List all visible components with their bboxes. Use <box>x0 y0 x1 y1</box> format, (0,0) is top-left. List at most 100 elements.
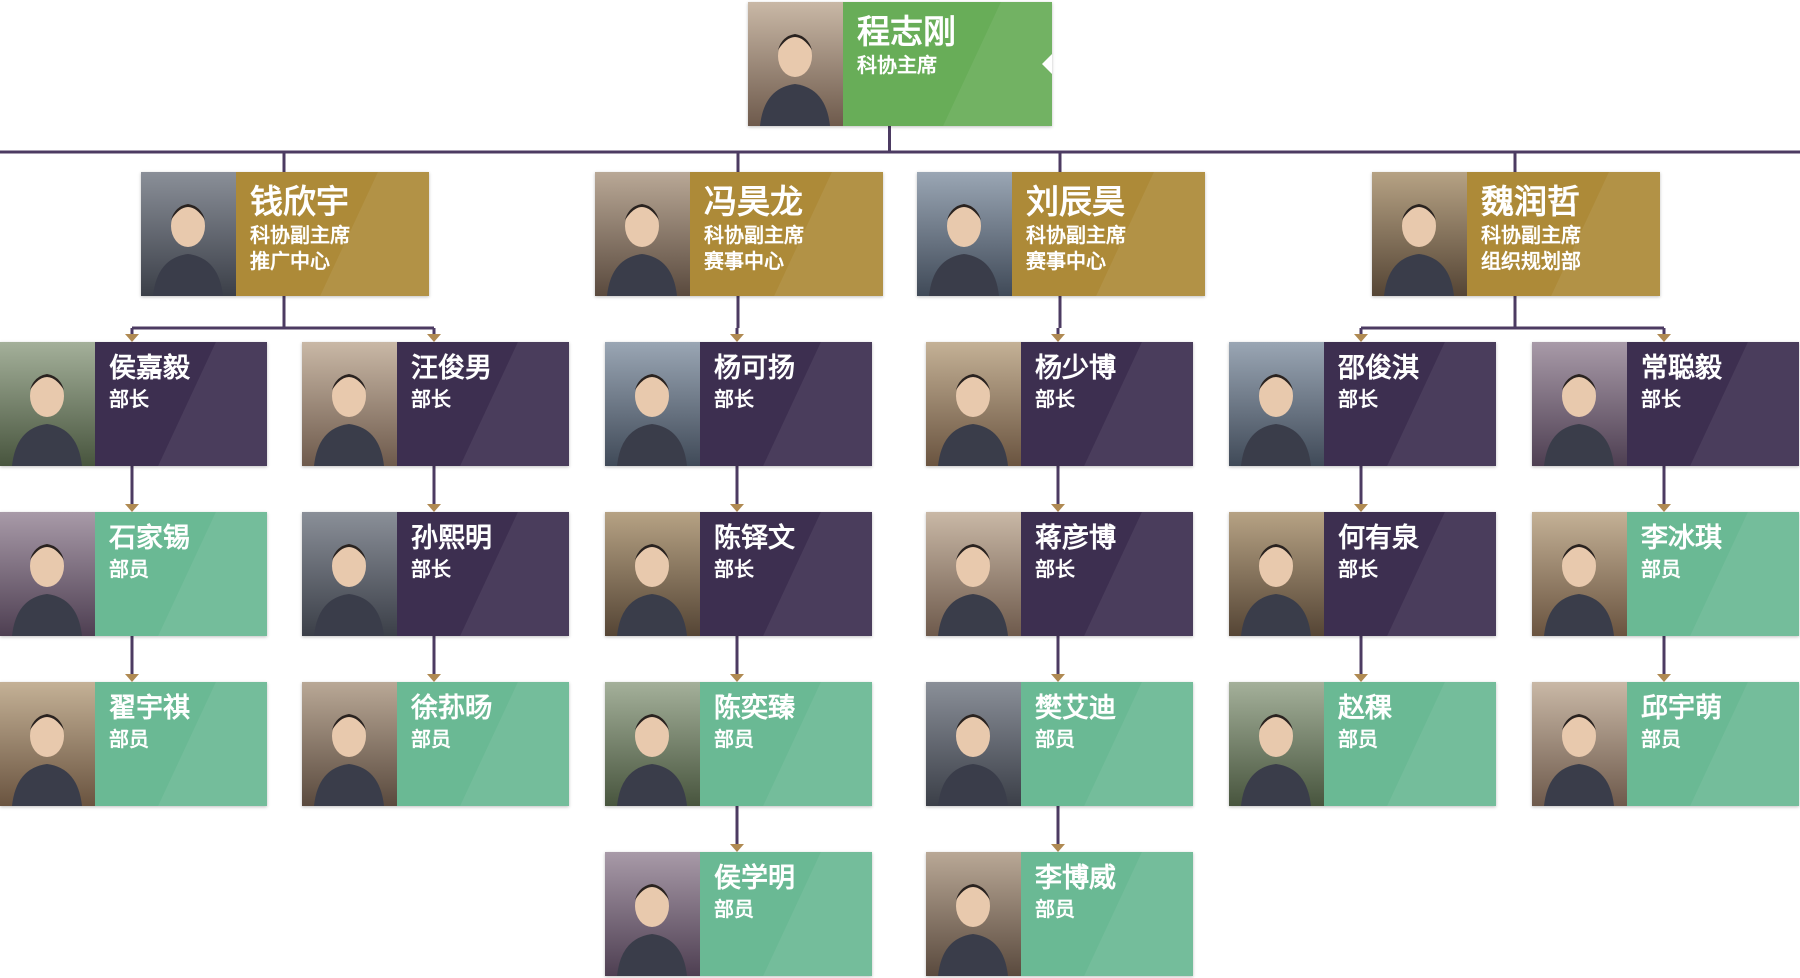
person-name: 樊艾迪 <box>1035 693 1116 724</box>
card-info: 陈奕臻 部员 <box>700 682 872 806</box>
arrow-down-icon <box>730 844 744 852</box>
person-photo <box>0 342 95 466</box>
person-role: 部长 <box>109 387 149 411</box>
arrow-down-icon <box>730 504 744 512</box>
department-member-card: 侯学明 部员 <box>605 852 872 976</box>
person-photo <box>1229 682 1324 806</box>
person-role: 部员 <box>1035 727 1075 751</box>
person-role: 部员 <box>1641 727 1681 751</box>
card-info: 魏润哲 科协副主席 组织规划部 <box>1467 172 1660 296</box>
department-head-card: 蒋彦博 部长 <box>926 512 1193 636</box>
person-role: 部员 <box>109 727 149 751</box>
person-name: 徐荪旸 <box>411 693 492 724</box>
person-name: 邱宇萌 <box>1641 693 1722 724</box>
person-name: 邵俊淇 <box>1338 353 1419 384</box>
department-member-card: 徐荪旸 部员 <box>302 682 569 806</box>
person-name: 汪俊男 <box>411 353 492 384</box>
vice-president-card: 冯昊龙 科协副主席 赛事中心 <box>595 172 883 296</box>
person-role: 部员 <box>714 897 754 921</box>
arrow-down-icon <box>1657 334 1671 342</box>
person-role: 部长 <box>1338 557 1378 581</box>
arrow-down-icon <box>125 504 139 512</box>
card-info: 冯昊龙 科协副主席 赛事中心 <box>690 172 883 296</box>
arrow-down-icon <box>1354 504 1368 512</box>
card-info: 邱宇萌 部员 <box>1627 682 1799 806</box>
person-role: 部长 <box>411 387 451 411</box>
arrow-down-icon <box>125 334 139 342</box>
person-role: 部员 <box>109 557 149 581</box>
person-name: 常聪毅 <box>1641 353 1722 384</box>
department-member-card: 樊艾迪 部员 <box>926 682 1193 806</box>
person-role: 科协副主席 <box>250 223 350 247</box>
person-photo <box>926 512 1021 636</box>
person-role: 部长 <box>1035 557 1075 581</box>
person-photo <box>1532 682 1627 806</box>
person-name: 何有泉 <box>1338 523 1419 554</box>
person-role: 部长 <box>411 557 451 581</box>
person-role: 部员 <box>714 727 754 751</box>
person-role: 部员 <box>1035 897 1075 921</box>
arrow-down-icon <box>1354 674 1368 682</box>
person-name: 侯学明 <box>714 863 795 894</box>
department-member-card: 石家锡 部员 <box>0 512 267 636</box>
person-name: 冯昊龙 <box>704 182 803 221</box>
arrow-down-icon <box>1051 674 1065 682</box>
card-info: 樊艾迪 部员 <box>1021 682 1193 806</box>
arrow-down-icon <box>125 674 139 682</box>
person-name: 石家锡 <box>109 523 190 554</box>
card-info: 何有泉 部长 <box>1324 512 1496 636</box>
card-info: 汪俊男 部长 <box>397 342 569 466</box>
person-photo <box>302 342 397 466</box>
person-name: 杨可扬 <box>714 353 795 384</box>
person-photo <box>0 682 95 806</box>
card-info: 侯嘉毅 部长 <box>95 342 267 466</box>
person-role: 部员 <box>411 727 451 751</box>
arrow-down-icon <box>1051 844 1065 852</box>
person-photo <box>1229 512 1324 636</box>
person-role: 科协副主席 <box>1481 223 1581 247</box>
person-name: 李博威 <box>1035 863 1116 894</box>
person-role: 部长 <box>1338 387 1378 411</box>
department-member-card: 陈奕臻 部员 <box>605 682 872 806</box>
person-name: 翟宇祺 <box>109 693 190 724</box>
arrow-down-icon <box>427 504 441 512</box>
person-photo <box>926 342 1021 466</box>
person-name: 杨少博 <box>1035 353 1116 384</box>
department-member-card: 翟宇祺 部员 <box>0 682 267 806</box>
person-name: 程志刚 <box>857 12 956 51</box>
card-info: 李冰琪 部员 <box>1627 512 1799 636</box>
arrow-down-icon <box>730 674 744 682</box>
vice-president-card: 魏润哲 科协副主席 组织规划部 <box>1372 172 1660 296</box>
person-photo <box>1532 342 1627 466</box>
arrow-down-icon <box>1051 334 1065 342</box>
person-photo <box>605 512 700 636</box>
card-info: 翟宇祺 部员 <box>95 682 267 806</box>
person-role: 部长 <box>1641 387 1681 411</box>
department-member-card: 赵稞 部员 <box>1229 682 1496 806</box>
person-name: 钱欣宇 <box>250 182 349 221</box>
person-role: 部长 <box>714 387 754 411</box>
card-info: 徐荪旸 部员 <box>397 682 569 806</box>
vice-president-card: 刘辰昊 科协副主席 赛事中心 <box>917 172 1205 296</box>
department-head-card: 杨可扬 部长 <box>605 342 872 466</box>
person-name: 李冰琪 <box>1641 523 1722 554</box>
card-info: 陈铎文 部长 <box>700 512 872 636</box>
person-name: 孙熙明 <box>411 523 492 554</box>
card-info: 常聪毅 部长 <box>1627 342 1799 466</box>
person-name: 赵稞 <box>1338 693 1392 724</box>
person-role: 推广中心 <box>250 249 330 273</box>
person-photo <box>917 172 1012 296</box>
person-role: 赛事中心 <box>1026 249 1106 273</box>
department-head-card: 陈铎文 部长 <box>605 512 872 636</box>
person-role: 部长 <box>1035 387 1075 411</box>
person-photo <box>595 172 690 296</box>
person-role: 科协主席 <box>857 53 937 77</box>
card-info: 孙熙明 部长 <box>397 512 569 636</box>
department-member-card: 李博威 部员 <box>926 852 1193 976</box>
department-head-card: 何有泉 部长 <box>1229 512 1496 636</box>
person-photo <box>0 512 95 636</box>
arrow-down-icon <box>427 674 441 682</box>
person-photo <box>1229 342 1324 466</box>
person-role: 组织规划部 <box>1481 249 1581 273</box>
